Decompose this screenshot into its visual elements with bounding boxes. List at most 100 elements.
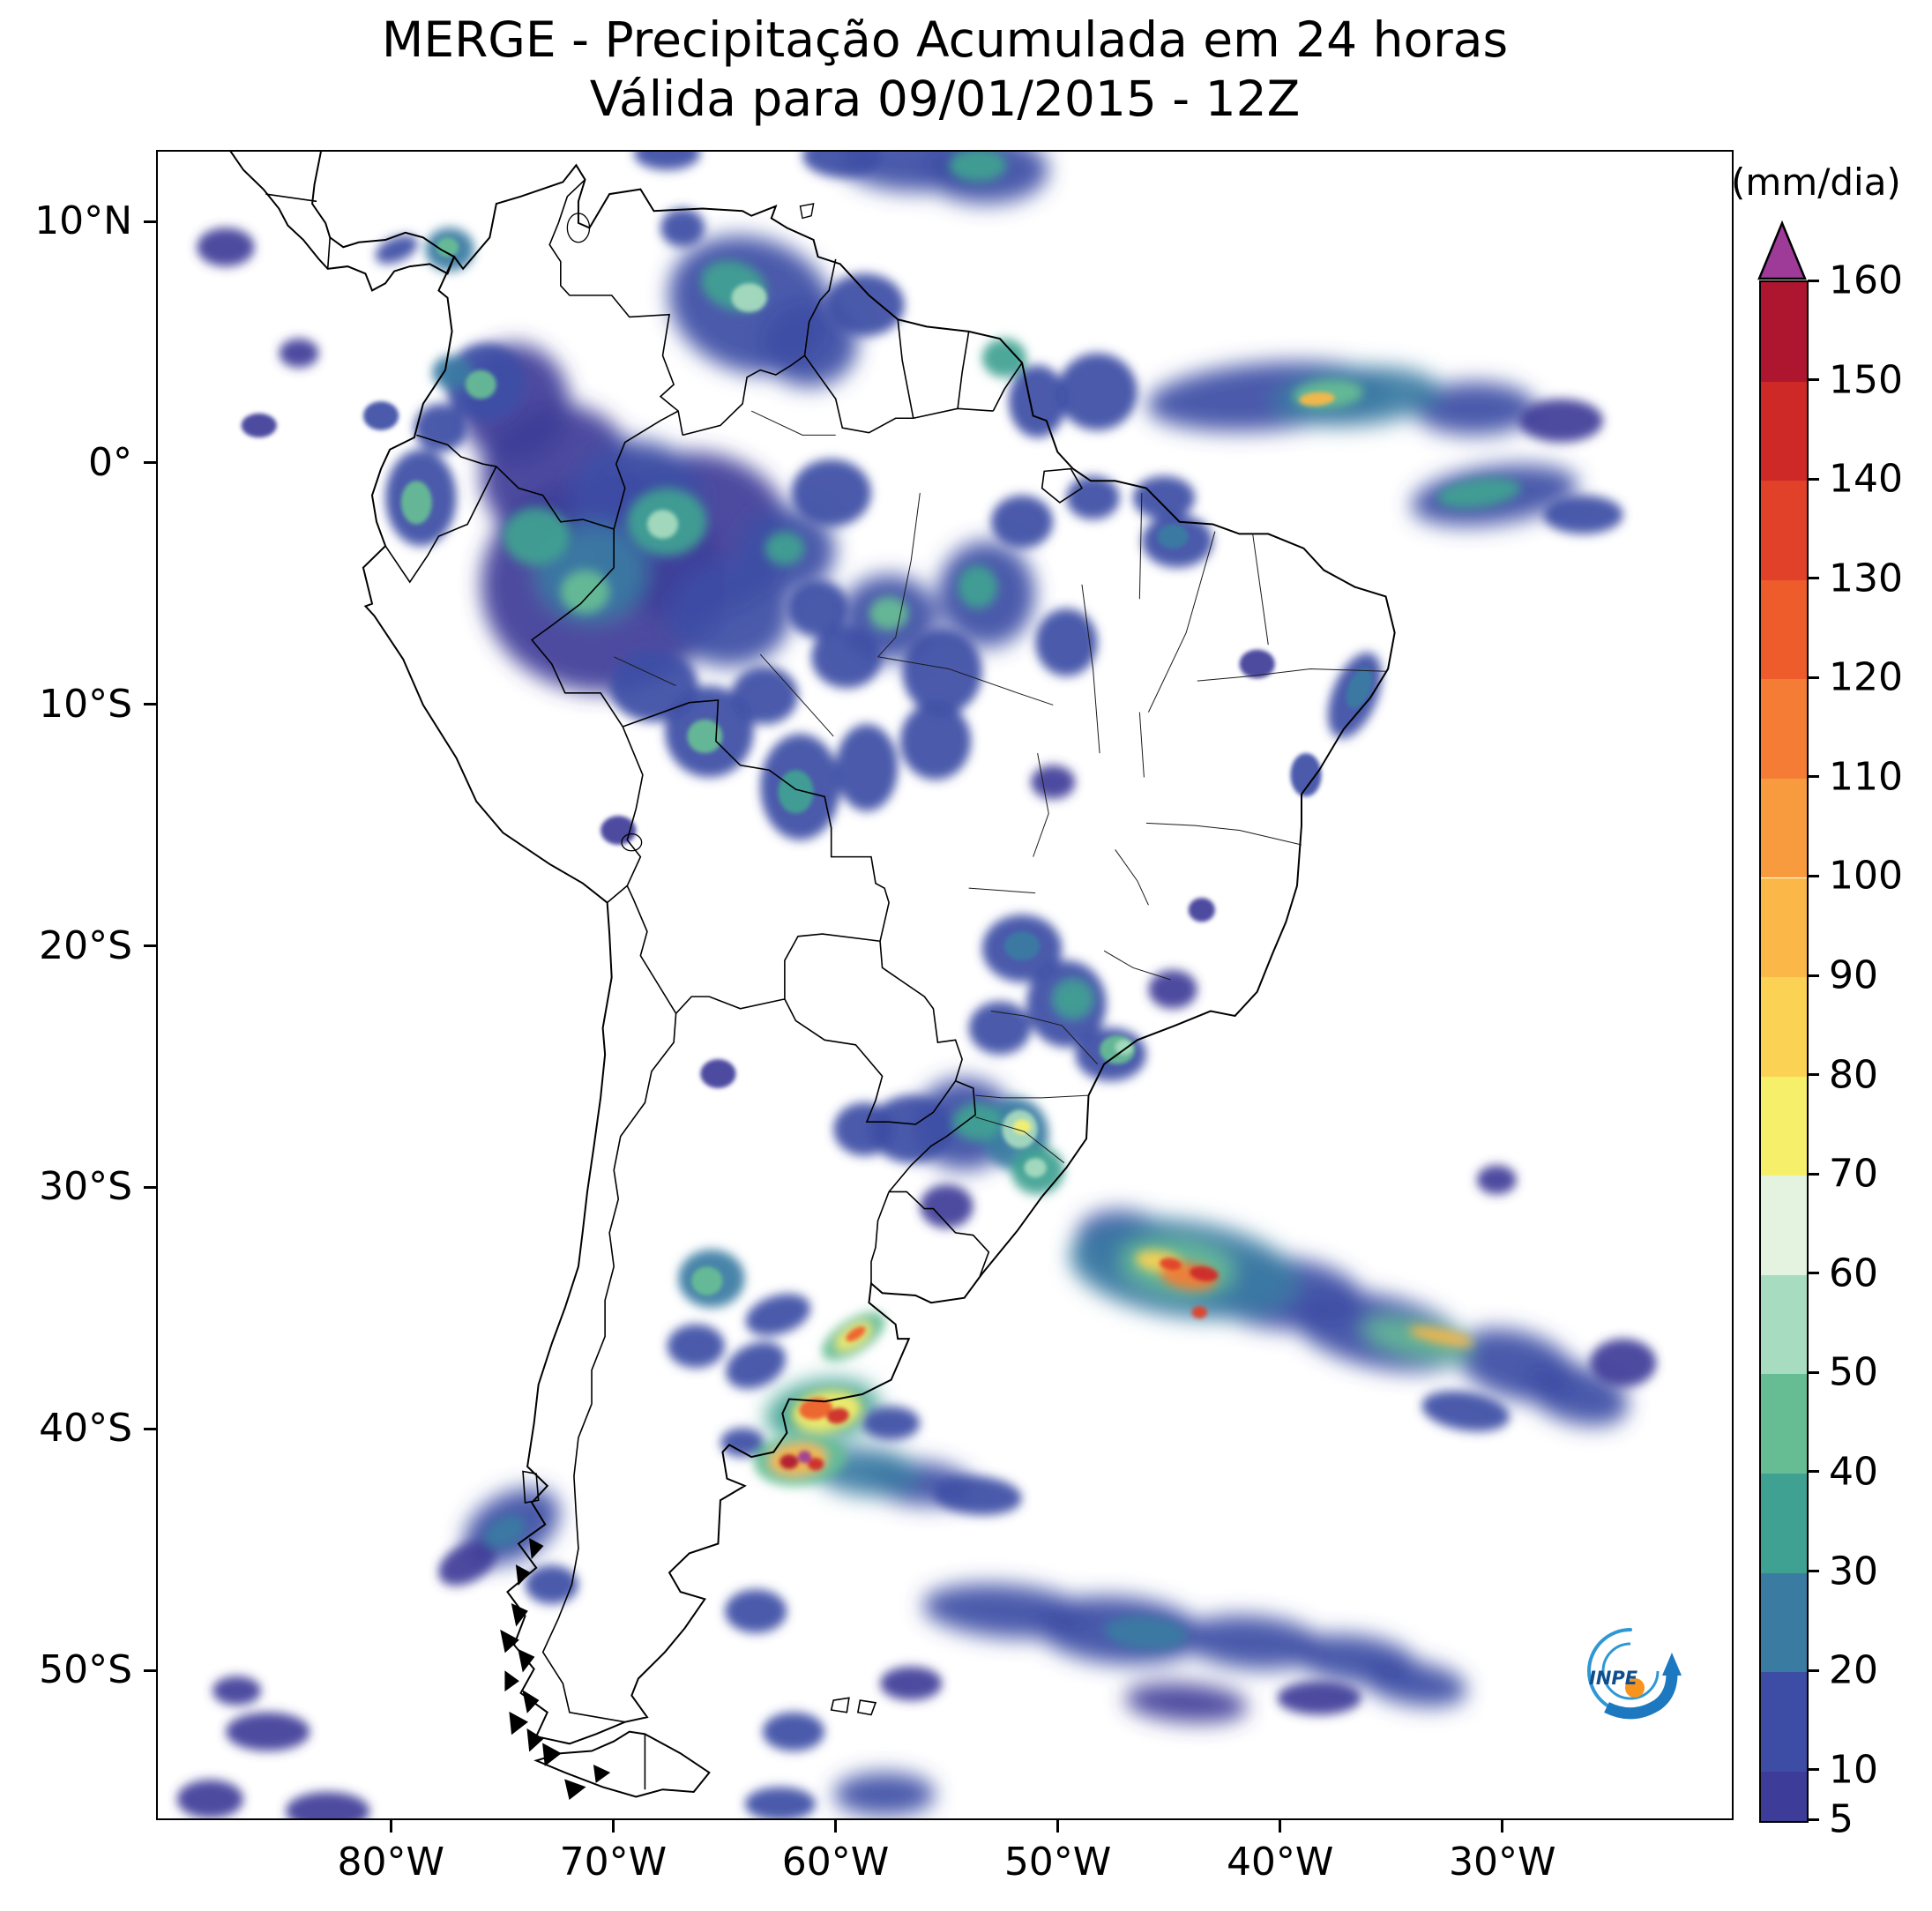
x-axis-tick-label: 70°W — [559, 1840, 668, 1885]
colorbar-tick — [1808, 378, 1819, 382]
precip-cell — [212, 1676, 262, 1706]
x-axis-tick-label: 60°W — [781, 1840, 890, 1885]
y-axis-tick — [144, 220, 156, 223]
precip-cell — [981, 339, 1027, 377]
logo-arrow-icon — [1604, 1673, 1678, 1720]
colorbar-tick-label: 160 — [1829, 258, 1903, 303]
precip-cell — [1518, 399, 1604, 443]
precip-cell — [869, 1095, 954, 1163]
y-axis-tick-label: 0° — [88, 439, 132, 485]
precip-cell — [400, 481, 432, 525]
colorbar-segment — [1761, 1672, 1807, 1772]
precip-cell — [375, 235, 418, 264]
precip-cell — [1031, 765, 1076, 800]
precip-cell — [778, 770, 814, 814]
logo-inner-swirl-icon — [1601, 1642, 1660, 1700]
precip-cell — [1277, 1681, 1361, 1715]
precip-cell — [1123, 1683, 1249, 1723]
y-axis-tick-label: 30°S — [39, 1164, 132, 1210]
precip-cell — [646, 510, 679, 539]
precip-cell — [958, 564, 998, 609]
x-axis-tick — [1056, 1820, 1060, 1833]
colorbar-tick — [1808, 1370, 1819, 1374]
precip-cell — [1148, 970, 1197, 1009]
precip-cell — [436, 237, 459, 258]
precip-cell — [862, 1406, 921, 1440]
colorbar-segment — [1761, 1274, 1807, 1375]
precip-cell — [1476, 1165, 1517, 1195]
precip-cell — [600, 816, 637, 845]
colorbar-units-label: (mm/dia) — [1731, 160, 1901, 204]
y-axis-tick-label: 10°S — [39, 681, 132, 727]
colorbar-tick — [1808, 477, 1819, 481]
precip-cell — [902, 628, 982, 715]
colorbar-tick — [1808, 1570, 1819, 1573]
precip-cell — [1057, 353, 1138, 430]
colorbar-tick-label: 140 — [1829, 456, 1903, 502]
precip-cell — [414, 403, 468, 452]
precip-cell — [1590, 1339, 1657, 1387]
coastline-south-america — [363, 165, 1395, 1743]
coastline-central-america — [230, 152, 454, 290]
island-tierra-del-fuego — [536, 1732, 709, 1797]
precip-cell — [780, 1454, 799, 1469]
precip-cell — [1160, 1258, 1182, 1271]
state-borders — [614, 411, 1385, 1163]
colorbar-segment — [1761, 579, 1807, 680]
precip-cell — [1035, 608, 1098, 676]
country-borders — [265, 180, 1022, 1790]
precip-cell — [1157, 524, 1189, 549]
inpe-logo: INPE — [1587, 1628, 1682, 1720]
precip-cell — [953, 1102, 1003, 1142]
y-axis-tick-label: 50°S — [39, 1647, 132, 1693]
precip-cell — [1012, 1119, 1032, 1134]
precip-cell — [833, 1773, 936, 1817]
chart-title-block: MERGE - Precipitação Acumulada em 24 hor… — [156, 11, 1734, 129]
colorbar-segment — [1761, 679, 1807, 779]
y-axis-tick — [144, 1668, 156, 1672]
precip-cell — [691, 1266, 723, 1295]
x-axis-tick-label: 50°W — [1003, 1840, 1112, 1885]
precip-cell — [687, 719, 723, 754]
colorbar-triangle-shape — [1757, 220, 1807, 280]
precip-cell — [765, 531, 805, 565]
y-axis-tick — [144, 944, 156, 948]
colorbar-tick-label: 100 — [1829, 853, 1903, 899]
colorbar-tick — [1808, 874, 1819, 877]
colorbar-tick — [1808, 1818, 1819, 1821]
precip-cell — [762, 1712, 825, 1751]
colorbar-segment — [1761, 1076, 1807, 1176]
precip-cell — [1421, 1391, 1511, 1432]
precip-cell — [808, 1458, 824, 1471]
colorbar-segment — [1761, 877, 1807, 978]
colorbar-tick-label: 60 — [1829, 1250, 1878, 1296]
precip-cell — [1543, 495, 1623, 534]
logo-orange-dot-icon — [1625, 1678, 1645, 1698]
precip-cell — [176, 1780, 244, 1818]
colorbar-tick-label: 70 — [1829, 1151, 1878, 1197]
x-axis-tick — [389, 1820, 392, 1833]
precip-cell — [1104, 1616, 1189, 1650]
precip-cell — [826, 1407, 849, 1424]
colorbar-segment — [1761, 1572, 1807, 1673]
colorbar-tick — [1808, 676, 1819, 679]
fjord-islands — [501, 1539, 609, 1799]
precip-cell — [241, 413, 277, 438]
colorbar-tick-label: 40 — [1829, 1449, 1878, 1495]
precip-cell — [285, 1791, 370, 1818]
precip-cell — [1239, 649, 1275, 679]
colorbar-tick-label: 50 — [1829, 1349, 1878, 1395]
geography-layer — [230, 152, 1395, 1799]
precip-cell — [949, 152, 1007, 183]
precip-cell — [846, 1326, 866, 1342]
colorbar-segment — [1761, 282, 1807, 382]
y-axis-tick — [144, 703, 156, 706]
colorbar-tick — [1808, 775, 1819, 779]
precip-cell — [899, 702, 972, 780]
colorbar-segment — [1761, 1473, 1807, 1573]
precip-cell — [1361, 1318, 1472, 1360]
precip-cell — [1293, 1634, 1417, 1684]
precip-cell — [1436, 477, 1521, 509]
colorbar-tick — [1808, 279, 1819, 282]
logo-arrowhead-icon — [1662, 1653, 1682, 1676]
